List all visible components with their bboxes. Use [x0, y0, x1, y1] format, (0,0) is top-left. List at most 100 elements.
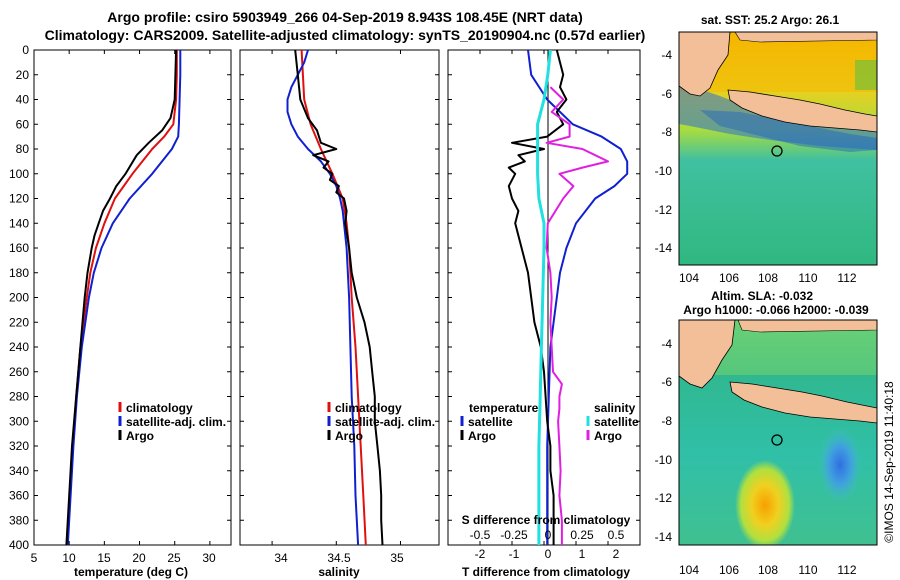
- difference-legend: temperature satellite Argo salinity sate…: [460, 401, 639, 443]
- difference-xticks: -2 -1 0 1 2: [475, 547, 620, 561]
- map-sla-xticks: 104 106 108 110 112: [679, 563, 857, 577]
- legend-label: climatology: [126, 401, 193, 415]
- xtick-s: 0.25: [570, 528, 594, 542]
- xtick: 1: [579, 547, 586, 561]
- legend-label: satellite: [594, 415, 639, 429]
- salinity-xlabel: salinity: [318, 565, 360, 579]
- legend-label: Argo: [126, 429, 154, 443]
- legend-label: Argo: [335, 429, 363, 443]
- depth-tick-label: 180: [9, 266, 29, 280]
- credit: ©IMOS 14-Sep-2019 11:40:18: [882, 381, 896, 543]
- xtick: 30: [202, 551, 216, 565]
- xtick: 35: [390, 551, 404, 565]
- depth-tick-label: 60: [16, 117, 30, 131]
- depth-tick-label: 260: [9, 365, 29, 379]
- xtick: 106: [719, 271, 739, 285]
- xtick: 5: [31, 551, 38, 565]
- xtick-s: 0: [545, 528, 552, 542]
- xtick: 25: [167, 551, 181, 565]
- depth-tick-label: 240: [9, 340, 29, 354]
- title-line-1: Argo profile: csiro 5903949_266 04-Sep-2…: [107, 9, 582, 25]
- ytick: -10: [655, 453, 673, 467]
- xtick: -1: [509, 547, 520, 561]
- xtick: -2: [475, 547, 486, 561]
- sst-cool-band-inner: [700, 110, 877, 152]
- salinity-line-argo: [294, 50, 384, 545]
- depth-tick-labels: 0 20 40 60 80 100 120 140 160 180 200 220 240 260 280 3…: [9, 43, 29, 552]
- salinity-series: [286, 50, 384, 545]
- temperature-legend: climatology satellite-adj. clim. Argo: [118, 401, 226, 443]
- land-borneo: [734, 32, 877, 43]
- depth-tick-label: 40: [16, 93, 30, 107]
- depth-tick-label: 220: [9, 315, 29, 329]
- ytick: -14: [655, 241, 673, 255]
- depth-tick-label: 80: [16, 142, 30, 156]
- s-difference-ticks: -0.5 -0.25 0 0.25 0.5: [470, 528, 625, 542]
- difference-series: [507, 50, 629, 545]
- map-sla: [679, 320, 877, 545]
- ytick: -8: [661, 414, 672, 428]
- diff-line-salinity-satellite: [536, 50, 552, 545]
- temperature-xlabel: temperature (deg C): [74, 565, 188, 579]
- xtick: 108: [758, 563, 778, 577]
- salinity-axes: [239, 49, 440, 546]
- argo-position-marker: [771, 145, 783, 157]
- xtick-s: -0.5: [470, 528, 491, 542]
- sst-cool-coastal-band: [679, 82, 877, 150]
- legend-label: satellite-adj. clim.: [126, 415, 226, 429]
- ytick: -12: [655, 491, 673, 505]
- diff-line-salinity-argo: [545, 86, 609, 545]
- temperature-axes: [33, 49, 232, 546]
- title-line-2: Climatology: CARS2009. Satellite-adjuste…: [45, 27, 646, 43]
- ytick: -12: [655, 203, 673, 217]
- xtick: 112: [837, 563, 856, 577]
- depth-tick-label: 200: [9, 291, 29, 305]
- xtick-s: 0.5: [608, 528, 625, 542]
- map-sla-yticks: -4 -6 -8 -10 -12 -14: [655, 337, 673, 544]
- depth-tick-label: 160: [9, 241, 29, 255]
- map-sst-title: sat. SST: 25.2 Argo: 26.1: [701, 13, 840, 27]
- argo-position-marker: [771, 434, 783, 446]
- depth-tick-label: 20: [16, 68, 30, 82]
- legend-label: satellite: [468, 415, 513, 429]
- map-sla-title: Altim. SLA: -0.032: [711, 289, 813, 303]
- salinity-legend: climatology satellite-adj. clim. Argo: [327, 401, 435, 443]
- depth-tick-label: 280: [9, 390, 29, 404]
- legend-label: Argo: [594, 429, 622, 443]
- xtick: 34.5: [327, 551, 351, 565]
- legend-label: Argo: [468, 429, 496, 443]
- depth-tick-label: 380: [9, 513, 29, 527]
- diff-line-temperature-satellite: [527, 50, 629, 545]
- map-sst: [679, 32, 877, 265]
- legend-heading-temperature: temperature: [469, 401, 539, 415]
- ytick: -4: [661, 48, 672, 62]
- temperature-series: [65, 50, 182, 545]
- ytick: -4: [661, 337, 672, 351]
- xtick: 0: [545, 547, 552, 561]
- map-sla-subtitle: Argo h1000: -0.066 h2000: -0.039: [683, 303, 869, 317]
- ytick: -10: [655, 164, 673, 178]
- land-borneo: [737, 320, 877, 333]
- depth-tick-label: 120: [9, 192, 29, 206]
- map-sst-frame: [678, 31, 878, 266]
- salinity-line-satellite-adj-clim-: [286, 50, 360, 545]
- legend-label: climatology: [335, 401, 402, 415]
- difference-xlabel: T difference from climatology: [462, 565, 630, 579]
- xtick: 34: [274, 551, 288, 565]
- xtick: 108: [758, 271, 778, 285]
- xtick: 104: [679, 563, 699, 577]
- ytick: -6: [661, 87, 672, 101]
- land-sumatra: [679, 320, 736, 389]
- depth-tick-label: 140: [9, 216, 29, 230]
- depth-tick-label: 320: [9, 439, 29, 453]
- xtick: 20: [132, 551, 146, 565]
- diff-line-temperature-argo: [507, 50, 568, 545]
- xtick: 110: [798, 271, 817, 285]
- xtick: 15: [97, 551, 111, 565]
- salinity-line-climatology: [300, 50, 367, 545]
- map-sst-xticks: 104 106 108 110 112: [679, 271, 857, 285]
- land-sumatra: [679, 32, 731, 97]
- depth-tick-label: 360: [9, 489, 29, 503]
- ytick: -8: [661, 125, 672, 139]
